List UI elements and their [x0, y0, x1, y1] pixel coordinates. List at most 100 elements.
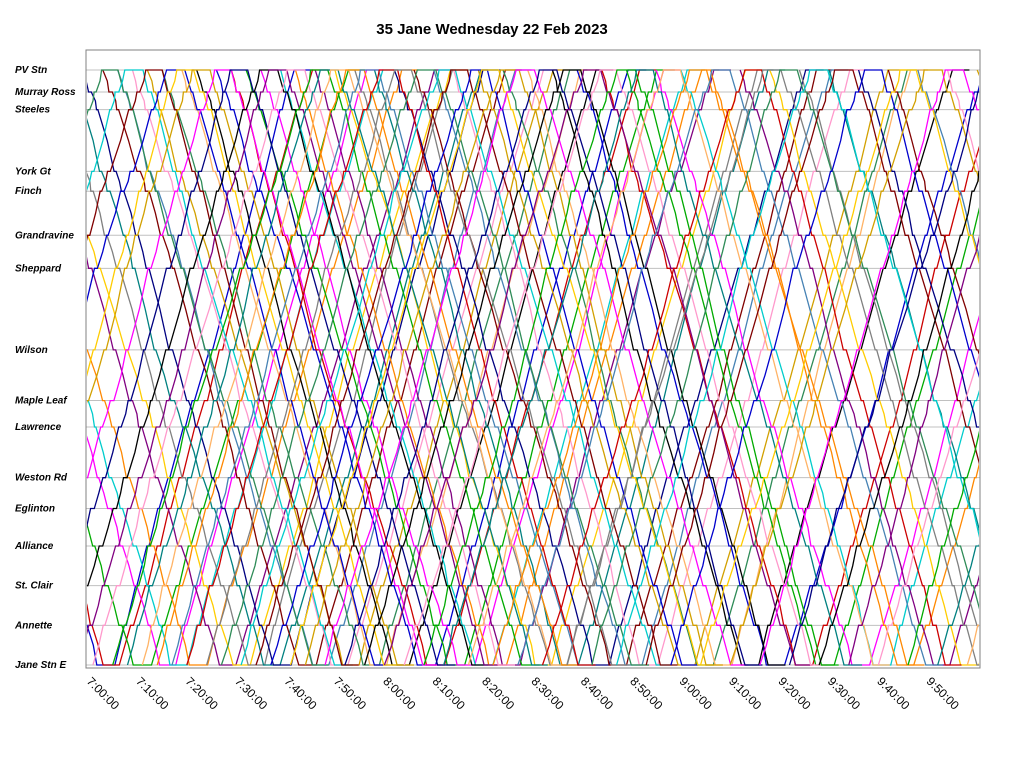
bus-trajectory-northbound	[670, 69, 979, 666]
x-tick-label: 9:10:00	[726, 674, 764, 712]
x-tick-label: 8:10:00	[430, 674, 468, 712]
bus-trajectory-southbound	[857, 69, 979, 428]
x-tick-label: 9:50:00	[924, 674, 962, 712]
bus-trajectory-northbound	[423, 69, 839, 666]
stop-label: St. Clair	[15, 581, 54, 592]
bus-trajectory-northbound	[699, 69, 979, 666]
bus-trajectory-northbound	[443, 69, 863, 666]
bus-trajectory-southbound	[976, 69, 979, 77]
bus-trajectory-northbound	[937, 543, 979, 666]
stop-label: PV Stn	[15, 65, 47, 76]
bus-trajectory-northbound	[645, 69, 979, 666]
bus-trajectory-northbound	[467, 69, 890, 666]
stop-label: Grandravine	[15, 230, 74, 241]
bus-trajectory-northbound	[87, 69, 359, 666]
bus-trajectory-southbound	[87, 69, 313, 666]
x-tick-label: 7:10:00	[133, 674, 171, 712]
bus-trajectory-northbound	[270, 69, 699, 666]
bus-trajectory-southbound	[260, 69, 681, 666]
bus-trajectory-southbound	[230, 69, 657, 666]
bus-trajectory-northbound	[907, 430, 979, 666]
bus-trajectory-southbound	[413, 69, 833, 666]
bus-trajectory-southbound	[576, 69, 979, 666]
stop-label: York Gt	[15, 166, 51, 177]
bus-trajectory-northbound	[87, 69, 329, 666]
x-tick-label: 7:30:00	[232, 674, 270, 712]
bus-trajectory-northbound	[324, 69, 748, 666]
bus-trajectory-southbound	[87, 69, 366, 666]
bus-trajectory-northbound	[87, 69, 414, 666]
stop-labels: PV Stn Murray Ross Steeles York Gt Finch Gran…	[14, 65, 76, 671]
bus-trajectory-northbound	[403, 69, 828, 666]
bus-trajectory-northbound	[759, 69, 979, 666]
bus-trajectory-southbound	[625, 69, 979, 666]
bus-trajectory-southbound	[946, 69, 979, 173]
bus-trajectory-northbound	[517, 69, 943, 666]
bus-trajectory-northbound	[566, 69, 979, 666]
bus-trajectory-northbound	[255, 69, 678, 666]
bus-trajectory-southbound	[102, 69, 522, 666]
bus-trajectory-southbound	[215, 69, 647, 666]
stop-label: Steeles	[15, 105, 50, 116]
bus-trajectory-southbound	[887, 69, 979, 356]
stop-label: Jane Stn E	[15, 660, 66, 671]
bus-trajectory-northbound	[729, 69, 979, 666]
stop-label: Eglinton	[15, 504, 55, 515]
bus-trajectory-northbound	[363, 69, 786, 666]
bus-trajectory-northbound	[205, 69, 630, 666]
bus-trajectory-northbound	[788, 90, 979, 666]
bus-trajectory-southbound	[433, 69, 849, 666]
bus-trajectory-southbound	[917, 69, 979, 262]
x-tick-label: 7:50:00	[331, 674, 369, 712]
bus-trajectory-southbound	[245, 69, 675, 666]
x-tick-label: 9:40:00	[874, 674, 912, 712]
stop-label: Lawrence	[15, 422, 62, 433]
bus-trajectory-northbound	[615, 69, 979, 666]
bus-trajectory-southbound	[551, 69, 970, 666]
bus-trajectory-southbound	[161, 69, 588, 666]
bus-trajectory-southbound	[87, 69, 469, 666]
stop-label: Sheppard	[15, 263, 62, 274]
bus-trajectory-northbound	[818, 170, 979, 666]
time-axis-labels: 7:00:00 7:10:00 7:20:00 7:30:00 7:40:00 7:50:…	[84, 674, 962, 712]
bus-trajectory-northbound	[87, 69, 489, 666]
stop-label: Annette	[14, 620, 53, 631]
bus-trajectory-northbound	[87, 69, 456, 666]
bus-trajectory-northbound	[877, 353, 979, 666]
bus-trajectory-southbound	[131, 69, 561, 666]
stop-label: Murray Ross	[15, 87, 76, 98]
bus-trajectory-northbound	[383, 69, 812, 666]
bus-trajectory-northbound	[240, 69, 673, 666]
bus-trajectory-southbound	[477, 69, 907, 666]
plot-area-border	[85, 49, 981, 669]
bus-trajectory-southbound	[527, 69, 928, 666]
bus-trajectory-northbound	[186, 69, 596, 666]
bus-trajectory-southbound	[87, 69, 384, 666]
x-tick-label: 8:50:00	[627, 674, 665, 712]
bus-trajectory-southbound	[655, 69, 979, 666]
stop-label: Finch	[15, 186, 42, 197]
x-tick-label: 7:00:00	[84, 674, 122, 712]
bus-trajectory-southbound	[87, 69, 471, 666]
bus-trajectory-northbound	[87, 69, 353, 666]
x-tick-label: 8:20:00	[479, 674, 517, 712]
bus-trajectory-northbound	[220, 69, 650, 666]
bus-trajectory-southbound	[354, 69, 774, 666]
x-tick-label: 8:30:00	[528, 674, 566, 712]
bus-trajectory-northbound	[92, 69, 515, 666]
bus-trajectory-northbound	[156, 69, 579, 666]
bus-trajectory-northbound	[591, 69, 979, 666]
bus-trajectory-northbound	[492, 69, 925, 666]
x-tick-label: 8:00:00	[380, 674, 418, 712]
bus-trajectory-northbound	[87, 69, 402, 666]
bus-trajectory-northbound	[87, 69, 502, 666]
bus-trajectory-northbound	[344, 69, 763, 666]
x-tick-label: 8:40:00	[578, 674, 616, 712]
x-tick-label: 9:30:00	[825, 674, 863, 712]
bus-trajectory-northbound	[112, 69, 540, 666]
chart-title: 35 Jane Wednesday 22 Feb 2023	[376, 21, 608, 38]
bus-trajectory-southbound	[196, 69, 614, 666]
bus-trajectory-northbound	[541, 69, 962, 666]
bus-trajectories	[87, 69, 979, 666]
bus-trajectory-northbound	[87, 69, 441, 666]
